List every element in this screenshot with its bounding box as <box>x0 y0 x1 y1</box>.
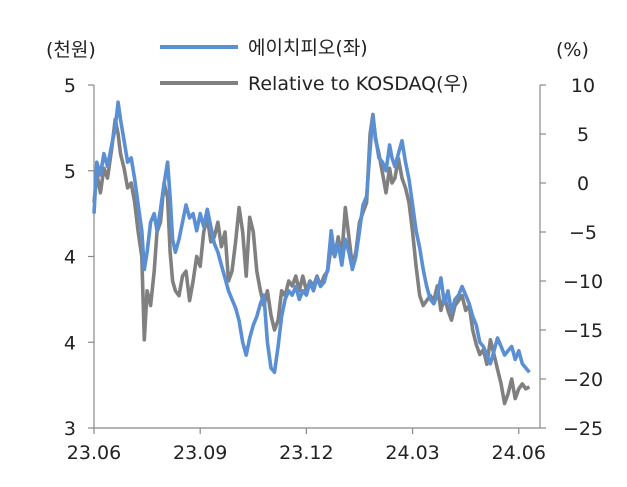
series-line-relative-kosdaq <box>92 112 531 406</box>
legend-label-kosdaq: Relative to KOSDAQ(우) <box>248 73 468 95</box>
left-tick-label: 4 <box>64 247 76 269</box>
left-tick-label: 5 <box>64 75 76 97</box>
left-tick-group: 5 5 4 4 3 <box>64 75 94 440</box>
x-tick-label: 23.09 <box>173 442 227 464</box>
right-tick-label: −10 <box>563 271 603 293</box>
right-tick-label: −20 <box>563 369 603 391</box>
right-tick-label: −5 <box>569 222 597 244</box>
left-tick-label: 3 <box>64 418 76 440</box>
x-tick-label: 23.06 <box>67 442 121 464</box>
x-tick-group: 23.06 23.09 23.12 24.03 24.06 <box>67 428 546 464</box>
right-unit-label: (%) <box>556 39 589 61</box>
right-tick-label: 10 <box>571 75 595 97</box>
right-tick-label: 0 <box>577 173 589 195</box>
right-tick-label: −25 <box>563 418 603 440</box>
left-tick-label: 4 <box>64 332 76 354</box>
left-unit-label: (천원) <box>46 39 96 61</box>
x-tick-label: 23.12 <box>279 442 333 464</box>
right-tick-label: −15 <box>563 320 603 342</box>
legend-label-hpio: 에이치피오(좌) <box>248 37 368 59</box>
series-line-hpio <box>92 100 531 375</box>
x-tick-label: 24.06 <box>492 442 546 464</box>
right-tick-label: 5 <box>577 124 589 146</box>
x-tick-label: 24.03 <box>385 442 439 464</box>
left-tick-label: 5 <box>64 161 76 183</box>
right-tick-group: 10 5 0 −5 −10 −15 −20 −25 <box>540 75 603 440</box>
